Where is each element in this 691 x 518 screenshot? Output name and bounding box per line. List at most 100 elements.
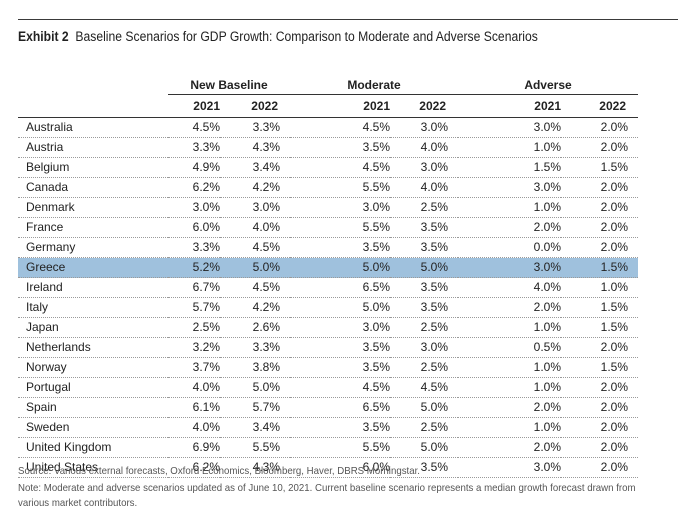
value-cell: 4.5% xyxy=(220,237,290,258)
country-cell: Norway xyxy=(18,357,168,378)
value-cell: 4.5% xyxy=(220,277,290,298)
footnote-line-2: various market contributors. xyxy=(18,497,138,509)
value-cell: 3.7% xyxy=(168,357,220,378)
group-header-adverse: Adverse xyxy=(458,76,638,95)
table-row: Netherlands 3.2% 3.3% 3.5% 3.0% 0.5% 2.0% xyxy=(18,337,638,358)
value-cell: 4.5% xyxy=(290,157,390,178)
value-cell: 4.0% xyxy=(458,277,561,298)
value-cell: 1.0% xyxy=(458,197,561,218)
value-cell: 3.0% xyxy=(220,197,290,218)
value-cell: 2.0% xyxy=(561,457,638,478)
value-cell: 4.2% xyxy=(220,297,290,318)
table-row: Norway 3.7% 3.8% 3.5% 2.5% 1.0% 1.5% xyxy=(18,357,638,378)
footnote-line-1: Note: Moderate and adverse scenarios upd… xyxy=(18,482,636,494)
value-cell: 0.5% xyxy=(458,337,561,358)
exhibit-title-text: Baseline Scenarios for GDP Growth: Compa… xyxy=(75,29,538,44)
value-cell: 5.7% xyxy=(168,297,220,318)
table-row: Japan 2.5% 2.6% 3.0% 2.5% 1.0% 1.5% xyxy=(18,317,638,338)
country-cell: Belgium xyxy=(18,157,168,178)
source-note: Source: Various external forecasts, Oxfo… xyxy=(18,465,420,477)
value-cell: 3.4% xyxy=(220,157,290,178)
year-header: 2022 xyxy=(561,94,638,118)
value-cell: 1.0% xyxy=(561,277,638,298)
value-cell: 3.0% xyxy=(390,117,458,138)
value-cell: 2.5% xyxy=(390,417,458,438)
value-cell: 5.5% xyxy=(290,217,390,238)
table-row: Sweden 4.0% 3.4% 3.5% 2.5% 1.0% 2.0% xyxy=(18,417,638,438)
table-row: United States 6.2% 4.3% 6.0% 3.5% 3.0% 2.0% xyxy=(18,457,638,478)
value-cell: 5.0% xyxy=(390,257,458,278)
value-cell: 1.0% xyxy=(458,137,561,158)
country-cell: Germany xyxy=(18,237,168,258)
value-cell: 3.5% xyxy=(390,217,458,238)
value-cell: 4.0% xyxy=(168,417,220,438)
value-cell: 4.2% xyxy=(220,177,290,198)
year-header-row: 2021 2022 2021 2022 2021 2022 xyxy=(18,94,638,118)
top-rule xyxy=(18,19,678,20)
value-cell: 5.2% xyxy=(168,257,220,278)
country-cell: Austria xyxy=(18,137,168,158)
value-cell: 3.0% xyxy=(458,177,561,198)
table-row: Austria 3.3% 4.3% 3.5% 4.0% 1.0% 2.0% xyxy=(18,137,638,158)
value-cell: 2.0% xyxy=(561,337,638,358)
value-cell: 6.2% xyxy=(168,457,220,478)
group-header-new-baseline: New Baseline xyxy=(168,76,290,95)
value-cell: 4.0% xyxy=(168,377,220,398)
value-cell: 2.0% xyxy=(458,437,561,458)
value-cell: 3.3% xyxy=(168,137,220,158)
table-row: United Kingdom 6.9% 5.5% 5.5% 5.0% 2.0% 2.0% xyxy=(18,437,638,458)
exhibit-number: Exhibit 2 xyxy=(18,29,69,44)
country-cell: Spain xyxy=(18,397,168,418)
value-cell: 5.0% xyxy=(290,297,390,318)
value-cell: 3.0% xyxy=(458,457,561,478)
value-cell: 5.7% xyxy=(220,397,290,418)
value-cell: 3.5% xyxy=(290,357,390,378)
value-cell: 4.0% xyxy=(220,217,290,238)
value-cell: 3.0% xyxy=(290,197,390,218)
value-cell: 2.0% xyxy=(458,397,561,418)
value-cell: 3.5% xyxy=(290,337,390,358)
year-header: 2021 xyxy=(168,94,220,118)
country-cell: United Kingdom xyxy=(18,437,168,458)
value-cell: 3.5% xyxy=(290,417,390,438)
value-cell: 1.5% xyxy=(561,317,638,338)
table-row: Denmark 3.0% 3.0% 3.0% 2.5% 1.0% 2.0% xyxy=(18,197,638,218)
year-header: 2021 xyxy=(290,94,390,118)
table-row: France 6.0% 4.0% 5.5% 3.5% 2.0% 2.0% xyxy=(18,217,638,238)
value-cell: 2.0% xyxy=(561,377,638,398)
country-cell: Japan xyxy=(18,317,168,338)
value-cell: 2.0% xyxy=(561,197,638,218)
country-cell: Canada xyxy=(18,177,168,198)
value-cell: 2.0% xyxy=(458,297,561,318)
value-cell: 5.0% xyxy=(220,377,290,398)
table-row: Portugal 4.0% 5.0% 4.5% 4.5% 1.0% 2.0% xyxy=(18,377,638,398)
value-cell: 5.0% xyxy=(290,257,390,278)
value-cell: 2.0% xyxy=(561,117,638,138)
value-cell: 3.5% xyxy=(390,237,458,258)
value-cell: 3.5% xyxy=(390,457,458,478)
value-cell: 2.0% xyxy=(561,437,638,458)
table-row: Belgium 4.9% 3.4% 4.5% 3.0% 1.5% 1.5% xyxy=(18,157,638,178)
year-header: 2022 xyxy=(220,94,290,118)
value-cell: 3.0% xyxy=(390,337,458,358)
value-cell: 3.8% xyxy=(220,357,290,378)
value-cell: 3.4% xyxy=(220,417,290,438)
value-cell: 5.5% xyxy=(220,437,290,458)
value-cell: 0.0% xyxy=(458,237,561,258)
scenario-header-row: New Baseline Moderate Adverse xyxy=(18,76,638,95)
value-cell: 6.5% xyxy=(290,277,390,298)
value-cell: 4.0% xyxy=(390,177,458,198)
table-row: Ireland 6.7% 4.5% 6.5% 3.5% 4.0% 1.0% xyxy=(18,277,638,298)
exhibit-title: Exhibit 2 Baseline Scenarios for GDP Gro… xyxy=(18,29,538,44)
country-cell: Sweden xyxy=(18,417,168,438)
value-cell: 3.0% xyxy=(290,317,390,338)
value-cell: 2.6% xyxy=(220,317,290,338)
value-cell: 3.0% xyxy=(458,117,561,138)
country-cell: Australia xyxy=(18,117,168,138)
value-cell: 2.0% xyxy=(561,217,638,238)
value-cell: 6.0% xyxy=(168,217,220,238)
value-cell: 4.3% xyxy=(220,137,290,158)
value-cell: 1.0% xyxy=(458,317,561,338)
value-cell: 6.7% xyxy=(168,277,220,298)
value-cell: 4.9% xyxy=(168,157,220,178)
